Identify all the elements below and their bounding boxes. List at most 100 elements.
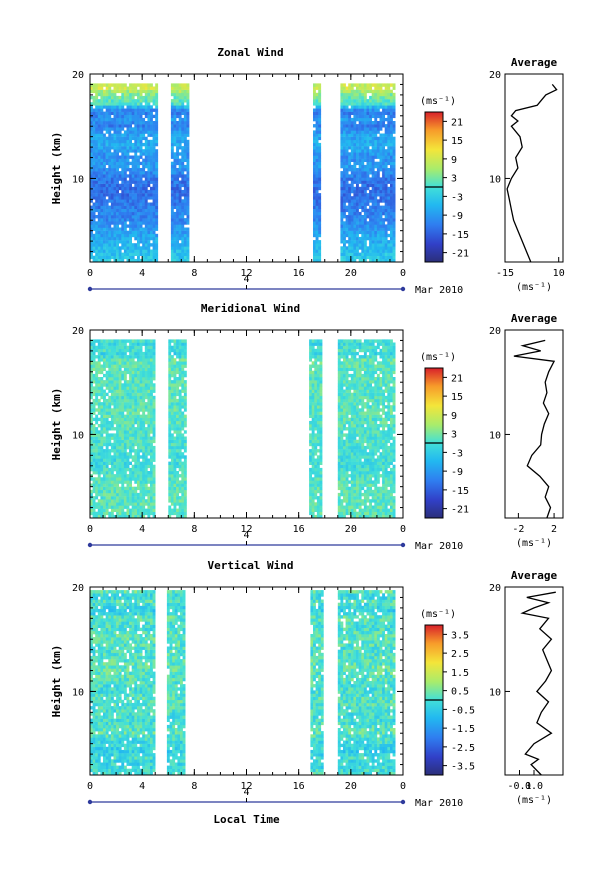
- heatmap-cell: [116, 152, 119, 155]
- heatmap-cell: [132, 487, 135, 490]
- heatmap-cell: [108, 443, 111, 446]
- heatmap-cell: [103, 477, 106, 480]
- heatmap-cell: [106, 502, 109, 505]
- heatmap-cell: [313, 243, 316, 246]
- heatmap-cell: [369, 190, 372, 193]
- heatmap-cell: [134, 209, 137, 212]
- heatmap-cell: [108, 380, 111, 383]
- heatmap-cell: [127, 181, 130, 184]
- heatmap-cell: [367, 127, 370, 130]
- heatmap-cell: [309, 509, 312, 512]
- heatmap-cell: [106, 471, 109, 474]
- heatmap-cell: [153, 421, 156, 424]
- heatmap-cell: [181, 468, 184, 471]
- heatmap-cell: [181, 396, 184, 399]
- heatmap-cell: [179, 512, 182, 515]
- heatmap-cell: [372, 109, 375, 112]
- heatmap-cell: [119, 430, 122, 433]
- heatmap-cell: [147, 218, 150, 221]
- heatmap-cell: [111, 112, 114, 115]
- heatmap-cell: [353, 256, 356, 259]
- heatmap-cell: [356, 96, 359, 99]
- heatmap-cell: [356, 156, 359, 159]
- heatmap-cell: [124, 405, 127, 408]
- heatmap-cell: [116, 83, 119, 86]
- heatmap-cell: [171, 365, 174, 368]
- heatmap-cell: [103, 418, 106, 421]
- heatmap-cell: [313, 99, 316, 102]
- heatmap-cell: [147, 215, 150, 218]
- heatmap-cell: [142, 134, 145, 137]
- heatmap-cell: [184, 493, 187, 496]
- heatmap-cell: [343, 137, 346, 140]
- heatmap-cell: [377, 190, 380, 193]
- heatmap-cell: [390, 231, 393, 234]
- heatmap-cell: [145, 427, 148, 430]
- heatmap-cell: [129, 493, 132, 496]
- heatmap-cell: [142, 449, 145, 452]
- heatmap-cell: [106, 443, 109, 446]
- heatmap-cell: [372, 212, 375, 215]
- heatmap-cell: [367, 203, 370, 206]
- heatmap-cell: [111, 339, 114, 342]
- heatmap-cell: [95, 246, 98, 249]
- heatmap-cell: [367, 193, 370, 196]
- heatmap-cell: [316, 215, 319, 218]
- heatmap-cell: [137, 383, 140, 386]
- heatmap-cell: [318, 218, 321, 221]
- heatmap-cell: [390, 134, 393, 137]
- heatmap-cell: [348, 83, 351, 86]
- heatmap-cell: [171, 480, 174, 483]
- heatmap-cell: [134, 152, 137, 155]
- heatmap-cell: [129, 140, 132, 143]
- heatmap-cell: [95, 386, 98, 389]
- heatmap-cell: [187, 221, 190, 224]
- heatmap-cell: [359, 221, 362, 224]
- heatmap-cell: [153, 465, 156, 468]
- heatmap-cell: [106, 383, 109, 386]
- heatmap-cell: [150, 443, 153, 446]
- heatmap-cell: [359, 237, 362, 240]
- heatmap-cell: [108, 421, 111, 424]
- heatmap-cell: [393, 234, 396, 237]
- heatmap-cell: [114, 415, 117, 418]
- heatmap-cell: [174, 383, 177, 386]
- heatmap-cell: [356, 209, 359, 212]
- heatmap-cell: [174, 237, 177, 240]
- heatmap-cell: [353, 140, 356, 143]
- heatmap-cell: [364, 156, 367, 159]
- heatmap-cell: [100, 137, 103, 140]
- heatmap-cell: [176, 121, 179, 124]
- heatmap-cell: [129, 215, 132, 218]
- heatmap-cell: [340, 127, 343, 130]
- heatmap-cell: [103, 427, 106, 430]
- heatmap-cell: [132, 339, 135, 342]
- heatmap-cell: [142, 487, 145, 490]
- heatmap-cell: [108, 361, 111, 364]
- heatmap-cell: [312, 499, 315, 502]
- heatmap-cell: [132, 250, 135, 253]
- heatmap-cell: [367, 143, 370, 146]
- heatmap-cell: [351, 93, 354, 96]
- heatmap-cell: [124, 408, 127, 411]
- heatmap-cell: [153, 203, 156, 206]
- heatmap-cell: [353, 118, 356, 121]
- heatmap-cell: [351, 99, 354, 102]
- heatmap-cell: [140, 237, 143, 240]
- heatmap-cell: [184, 484, 187, 487]
- heatmap-cell: [127, 156, 130, 159]
- heatmap-cell: [318, 112, 321, 115]
- heatmap-cell: [155, 243, 158, 246]
- heatmap-cell: [171, 243, 174, 246]
- heatmap-cell: [174, 427, 177, 430]
- heatmap-cell: [174, 437, 177, 440]
- heatmap-cell: [385, 212, 388, 215]
- heatmap-cell: [93, 146, 96, 149]
- heatmap-cell: [380, 243, 383, 246]
- panel-zonal-wind: Zonal Wind0 4 8 12 16 20 01020Height (km)4Mar …: [50, 46, 565, 296]
- heatmap-cell: [171, 484, 174, 487]
- heatmap-cell: [108, 480, 111, 483]
- heatmap-cell: [100, 99, 103, 102]
- heatmap-cell: [140, 218, 143, 221]
- heatmap-cell: [140, 187, 143, 190]
